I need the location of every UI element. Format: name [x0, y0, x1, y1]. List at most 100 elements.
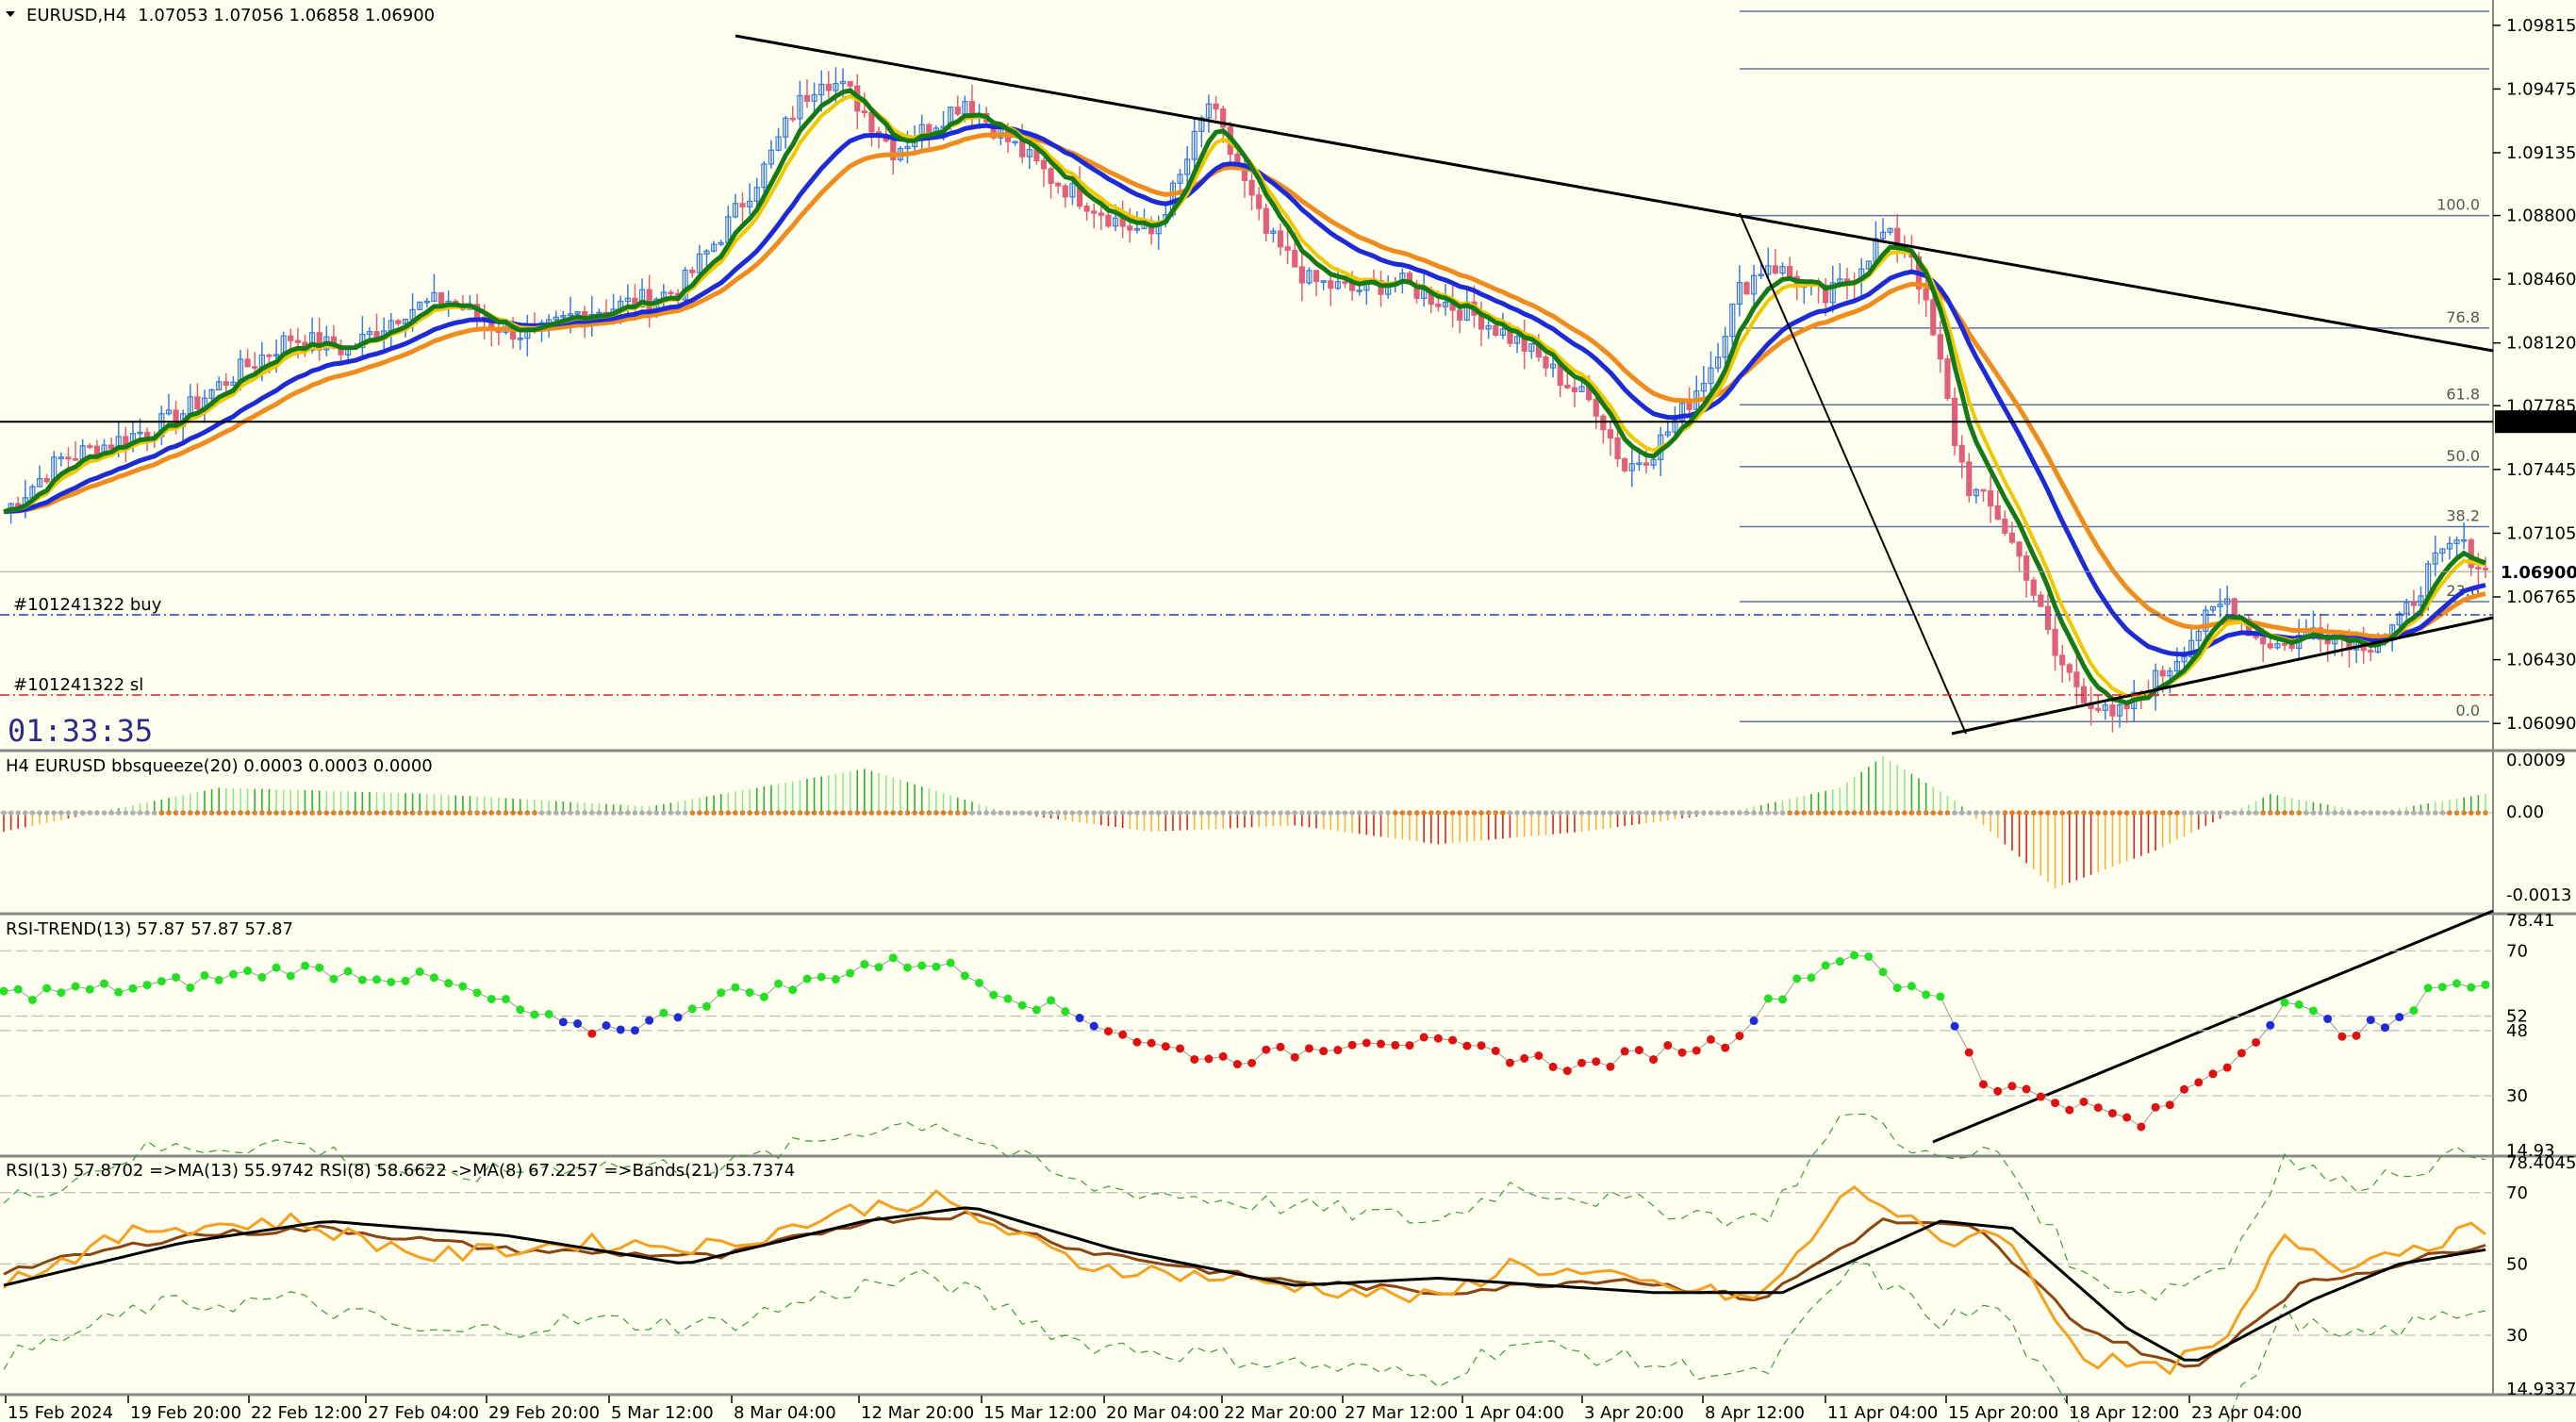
- dropdown-triangle-icon[interactable]: [6, 11, 15, 17]
- squeeze-dot: [1284, 810, 1291, 816]
- squeeze-dot: [1614, 810, 1621, 816]
- price-tick-label: 1.06090: [2506, 714, 2576, 734]
- time-axis[interactable]: 15 Feb 2024 19 Feb 20:00 22 Feb 12:00 27 Fe…: [5, 1396, 2302, 1422]
- candle-body: [517, 337, 523, 340]
- candle-body: [108, 444, 115, 450]
- rsi-trend-point: [200, 970, 209, 980]
- candle-body: [2167, 670, 2173, 677]
- candle-body: [1485, 324, 1492, 330]
- squeeze-dot: [2045, 810, 2051, 816]
- candle-body: [1320, 280, 1327, 283]
- candle-body: [1736, 282, 1742, 306]
- rsi-trend-point: [774, 979, 784, 988]
- rsi-trend-point: [2366, 1016, 2375, 1025]
- squeeze-dot: [883, 810, 889, 816]
- candle-body: [2030, 579, 2037, 596]
- rsi-trend-point: [0, 986, 8, 996]
- candle-body: [1765, 265, 1772, 275]
- rsi-trend-point: [1907, 982, 1916, 991]
- candle-body: [431, 291, 438, 303]
- candle-body: [2461, 538, 2468, 542]
- squeeze-dot: [2117, 810, 2122, 816]
- candle-body: [2482, 568, 2489, 570]
- squeeze-dot: [2174, 810, 2180, 816]
- rsi-trend-point: [616, 1025, 625, 1034]
- candle-body: [2038, 594, 2044, 607]
- candle-body: [1284, 246, 1291, 252]
- rsi-trend-point: [745, 988, 754, 998]
- candle-body: [1513, 336, 1521, 344]
- squeeze-dot: [2253, 810, 2259, 816]
- candle-body: [1958, 444, 1965, 463]
- order-lines[interactable]: #101241322 buy #101241322 sl: [0, 595, 2493, 696]
- candle-body: [2023, 555, 2030, 581]
- rsi-trend-point: [932, 962, 941, 971]
- squeeze-dot: [1206, 810, 1212, 816]
- squeeze-dot: [29, 810, 36, 816]
- rsi-trend-point: [128, 984, 138, 993]
- squeeze-dot: [1048, 810, 1054, 816]
- rsi-trend-point: [1807, 973, 1816, 983]
- squeeze-dot: [568, 810, 573, 816]
- rsi-trend-point: [1276, 1042, 1285, 1051]
- candle-body: [2188, 639, 2195, 657]
- squeeze-dot: [1313, 810, 1319, 816]
- squeeze-dot: [639, 810, 645, 816]
- rsi-trend-point: [1247, 1058, 1257, 1067]
- time-tick-label: 15 Apr 20:00: [1948, 1403, 2058, 1422]
- time-tick-label: 20 Mar 04:00: [1106, 1403, 1219, 1422]
- candle-body: [1127, 225, 1133, 231]
- fibonacci-retracement[interactable]: 100.076.861.850.038.223.60.0: [1740, 10, 2489, 722]
- price-axis[interactable]: 1.09815 1.09475 1.09135 1.08800 1.08460 1.081…: [2493, 16, 2576, 734]
- squeeze-dot: [2145, 810, 2152, 816]
- candle-body: [1105, 214, 1112, 227]
- squeeze-dot: [488, 810, 495, 816]
- candle-body: [1722, 336, 1728, 358]
- candle-body: [2209, 605, 2217, 611]
- time-tick-label: 27 Mar 12:00: [1345, 1403, 1458, 1422]
- order-sl-label[interactable]: #101241322 sl: [13, 675, 143, 695]
- squeeze-dot: [2418, 810, 2424, 816]
- squeeze-dot: [158, 810, 165, 816]
- squeeze-dot: [1715, 810, 1721, 816]
- candle-body: [2410, 602, 2418, 606]
- rsi-trend-point: [1778, 995, 1788, 1004]
- ma-blue-line: [3, 123, 2486, 657]
- rsi-trend-point: [99, 979, 108, 988]
- rsi-trend-point: [1835, 957, 1844, 967]
- candle-body: [2109, 704, 2116, 717]
- candle-body: [288, 335, 294, 341]
- symbol-label: EURUSD,H4: [26, 6, 126, 25]
- squeeze-dot: [646, 810, 652, 816]
- candle-body: [1292, 249, 1298, 268]
- rsi-trend-point: [2065, 1105, 2074, 1115]
- hline-price-text: 1.07700: [2501, 413, 2576, 433]
- candle-body: [2173, 661, 2181, 672]
- rsi-trend-point: [1319, 1047, 1329, 1056]
- rsi-trend-point: [2007, 1082, 2017, 1091]
- candle-body: [1923, 288, 1929, 301]
- candle-body: [137, 431, 143, 435]
- squeeze-dot: [302, 810, 308, 816]
- rsi-trend-point: [860, 960, 869, 969]
- candle-body: [1829, 282, 1836, 304]
- squeeze-dot: [1658, 810, 1664, 816]
- candle-body: [1622, 457, 1628, 471]
- rsi-trend-title: RSI-TREND(13) 57.87 57.87 57.87: [6, 919, 293, 939]
- candle-body: [646, 289, 652, 310]
- order-buy-label[interactable]: #101241322 buy: [13, 595, 162, 615]
- candle-body: [560, 315, 567, 318]
- candle-body: [1493, 324, 1499, 336]
- trendlines[interactable]: [0, 34, 2494, 1144]
- rsi-trend-point: [1333, 1046, 1343, 1055]
- candle-body: [1356, 289, 1362, 292]
- price-tick-label: 1.08460: [2506, 270, 2576, 289]
- candle-body: [1944, 358, 1951, 399]
- squeeze-dot: [1105, 810, 1112, 816]
- candle-body: [1177, 174, 1183, 184]
- rsi-trend-point: [429, 973, 438, 983]
- rsi-trend-point: [214, 975, 223, 984]
- rsi-trend-point: [1936, 992, 1945, 1001]
